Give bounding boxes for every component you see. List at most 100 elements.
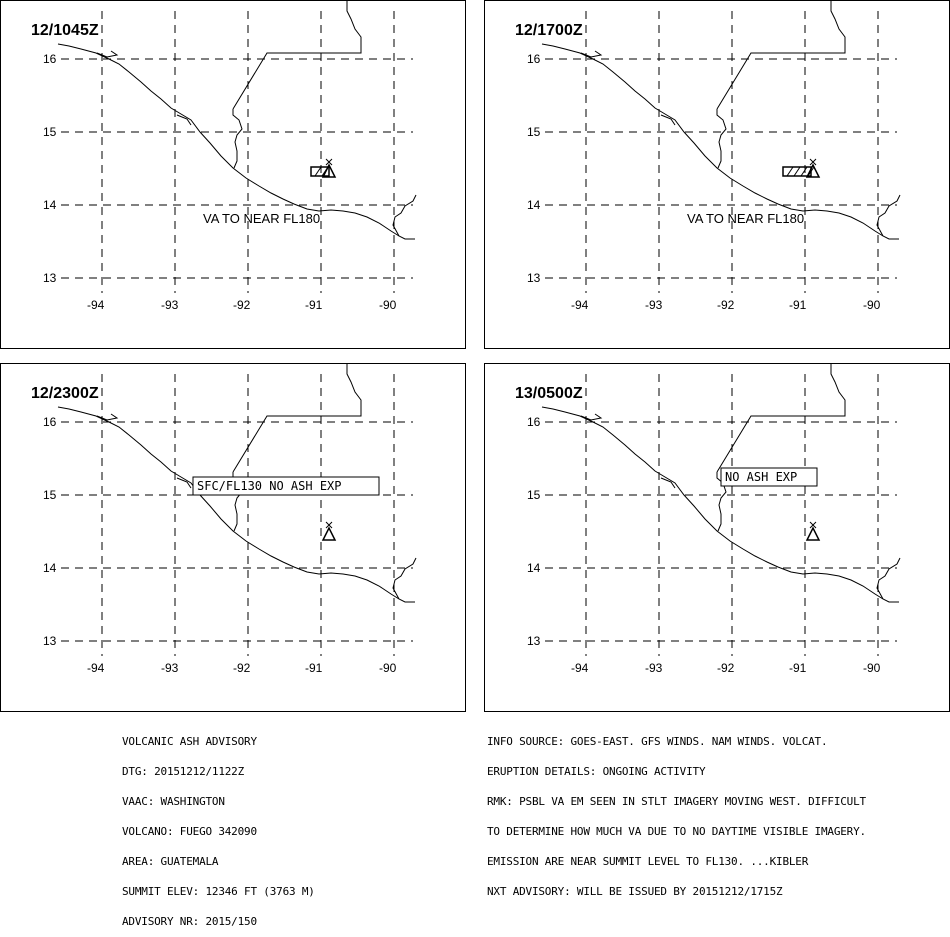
- lat-label-13: 13: [43, 634, 57, 648]
- coastline: [96, 50, 119, 58]
- country-border: [716, 472, 727, 532]
- advisory-line: VOLCANIC ASH ADVISORY: [122, 735, 257, 748]
- forecast-panel-2: 12/1700Z 16 15 14 13 -94 -93 -92 -91 -90…: [484, 0, 950, 349]
- coastline: [541, 43, 899, 240]
- ash-height-label: SFC/FL130 NO ASH EXP: [197, 479, 342, 493]
- country-border: [716, 109, 727, 169]
- map-canvas-1: 12/1045Z 16 15 14 13 -94 -93 -92 -91 -90…: [31, 1, 417, 312]
- volcano-eruption-mark: [809, 521, 817, 529]
- ash-height-label: VA TO NEAR FL180: [203, 211, 320, 226]
- lat-label-13: 13: [527, 634, 541, 648]
- lon-label-93: -93: [645, 298, 663, 312]
- volcano-eruption-mark: [325, 158, 333, 166]
- advisory-line: AREA: GUATEMALA: [122, 855, 219, 868]
- advisory-line: VOLCANO: FUEGO 342090: [122, 825, 257, 838]
- country-border: [392, 557, 417, 600]
- lat-label-16: 16: [43, 415, 57, 429]
- lon-label-94: -94: [87, 298, 105, 312]
- advisory-line: ADVISORY NR: 2015/150: [122, 915, 257, 928]
- coastline: [660, 114, 676, 126]
- advisory-line: RMK: PSBL VA EM SEEN IN STLT IMAGERY MOV…: [487, 795, 866, 808]
- map-canvas-2: 12/1700Z 16 15 14 13 -94 -93 -92 -91 -90…: [515, 1, 901, 312]
- advisory-line: TO DETERMINE HOW MUCH VA DUE TO NO DAYTI…: [487, 825, 866, 838]
- ash-height-label: VA TO NEAR FL180: [687, 211, 804, 226]
- ash-height-label: NO ASH EXP: [725, 470, 797, 484]
- ash-hatch-line: [800, 166, 808, 177]
- lat-label-16: 16: [43, 52, 57, 66]
- country-border: [716, 364, 846, 473]
- volcano-eruption-mark: [325, 521, 333, 529]
- lat-label-14: 14: [43, 198, 57, 212]
- lat-label-13: 13: [527, 271, 541, 285]
- coastline: [176, 114, 192, 126]
- ash-label-box: [720, 467, 818, 487]
- volcano-icon: [805, 163, 821, 178]
- country-border: [876, 557, 901, 600]
- lon-label-90: -90: [863, 298, 881, 312]
- lat-label-15: 15: [527, 488, 541, 502]
- volcano-icon: [805, 526, 821, 541]
- lon-label-92: -92: [233, 298, 251, 312]
- lat-label-14: 14: [527, 198, 541, 212]
- advisory-line: EMISSION ARE NEAR SUMMIT LEVEL TO FL130.…: [487, 855, 809, 868]
- country-border: [232, 364, 362, 473]
- lon-label-90: -90: [379, 661, 397, 675]
- coastline: [541, 406, 899, 603]
- map-canvas-4: 13/0500Z 16 15 14 13 -94 -93 -92 -91 -90…: [515, 364, 901, 675]
- forecast-panel-3: 12/2300Z 16 15 14 13 -94 -93 -92 -91 -90…: [0, 363, 466, 712]
- forecast-panel-4: 13/0500Z 16 15 14 13 -94 -93 -92 -91 -90…: [484, 363, 950, 712]
- panel-time-title: 12/1045Z: [31, 22, 99, 39]
- lon-label-94: -94: [571, 661, 589, 675]
- ash-hatch-line: [786, 166, 794, 177]
- lat-label-14: 14: [527, 561, 541, 575]
- map-canvas-3: 12/2300Z 16 15 14 13 -94 -93 -92 -91 -90…: [31, 364, 417, 675]
- panel-time-title: 12/1700Z: [515, 22, 583, 39]
- lon-label-91: -91: [305, 661, 323, 675]
- coastline: [580, 50, 603, 58]
- advisory-line: INFO SOURCE: GOES-EAST. GFS WINDS. NAM W…: [487, 735, 828, 748]
- volcano-eruption-mark: [809, 158, 817, 166]
- lat-label-15: 15: [527, 125, 541, 139]
- lat-label-14: 14: [43, 561, 57, 575]
- ash-cloud-polygon: [782, 166, 812, 177]
- lat-label-16: 16: [527, 52, 541, 66]
- lon-label-90: -90: [379, 298, 397, 312]
- coastline: [580, 413, 603, 421]
- coastline: [57, 43, 415, 240]
- lon-label-92: -92: [233, 661, 251, 675]
- lon-label-94: -94: [87, 661, 105, 675]
- country-border: [232, 1, 362, 110]
- ash-label-box: [192, 476, 380, 496]
- country-border: [876, 194, 901, 237]
- country-border: [232, 109, 243, 169]
- coastline: [57, 406, 415, 603]
- advisory-line: SUMMIT ELEV: 12346 FT (3763 M): [122, 885, 315, 898]
- lat-label-15: 15: [43, 488, 57, 502]
- lon-label-94: -94: [571, 298, 589, 312]
- lon-label-93: -93: [645, 661, 663, 675]
- country-border: [716, 1, 846, 110]
- lon-label-92: -92: [717, 298, 735, 312]
- panel-time-title: 12/2300Z: [31, 385, 99, 402]
- advisory-line: NXT ADVISORY: WILL BE ISSUED BY 20151212…: [487, 885, 783, 898]
- coastline: [96, 413, 119, 421]
- coastline: [660, 477, 676, 489]
- advisory-line: ERUPTION DETAILS: ONGOING ACTIVITY: [487, 765, 706, 778]
- advisory-info-right: INFO SOURCE: GOES-EAST. GFS WINDS. NAM W…: [487, 717, 866, 907]
- lat-label-15: 15: [43, 125, 57, 139]
- lat-label-16: 16: [527, 415, 541, 429]
- advisory-line: VAAC: WASHINGTON: [122, 795, 225, 808]
- lon-label-91: -91: [789, 298, 807, 312]
- forecast-panel-1: 12/1045Z 16 15 14 13 -94 -93 -92 -91 -90…: [0, 0, 466, 349]
- lon-label-91: -91: [305, 298, 323, 312]
- ash-hatch-line: [793, 166, 801, 177]
- country-border: [392, 194, 417, 237]
- advisory-info-left: VOLCANIC ASH ADVISORY DTG: 20151212/1122…: [122, 717, 315, 937]
- lon-label-93: -93: [161, 298, 179, 312]
- ash-hatch-line: [314, 166, 322, 177]
- lon-label-92: -92: [717, 661, 735, 675]
- panel-time-title: 13/0500Z: [515, 385, 583, 402]
- coastline: [176, 477, 192, 489]
- lon-label-90: -90: [863, 661, 881, 675]
- volcano-icon: [321, 163, 337, 178]
